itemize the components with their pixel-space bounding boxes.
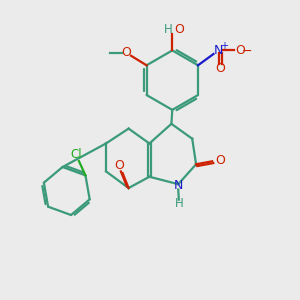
Text: N: N <box>214 44 223 57</box>
Text: H: H <box>164 22 173 35</box>
Text: −: − <box>242 45 252 58</box>
Text: O: O <box>115 159 124 172</box>
Text: +: + <box>220 41 228 51</box>
Text: O: O <box>174 22 184 35</box>
Text: O: O <box>215 154 225 167</box>
Text: O: O <box>235 44 245 57</box>
Text: H: H <box>175 197 184 210</box>
Text: N: N <box>174 179 184 192</box>
Text: O: O <box>215 62 225 75</box>
Text: Cl: Cl <box>71 148 82 161</box>
Text: O: O <box>122 46 131 59</box>
